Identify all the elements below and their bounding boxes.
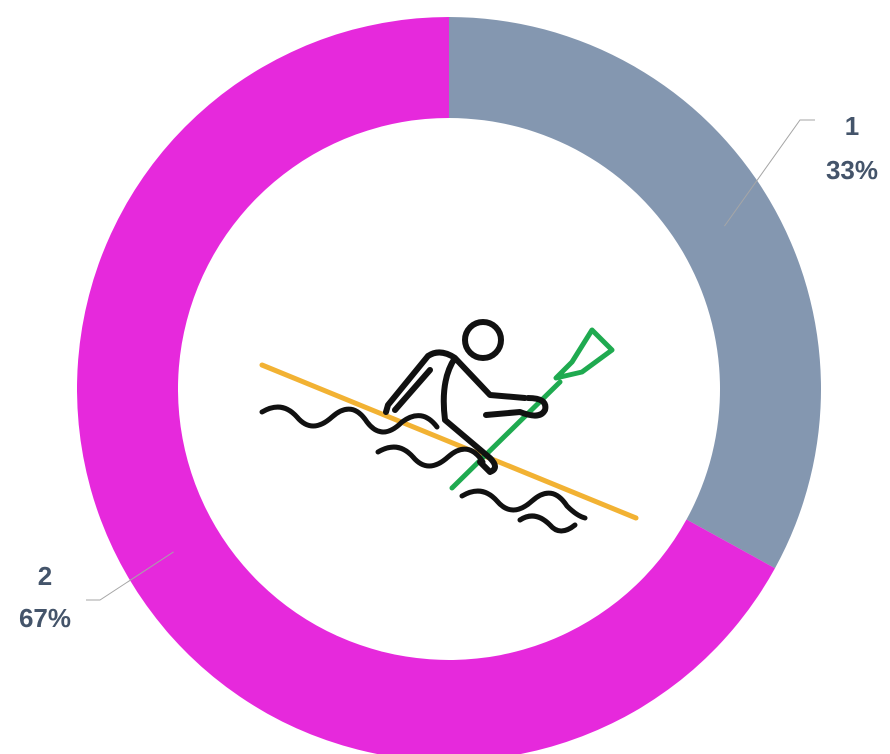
category-label: 2 — [38, 561, 52, 591]
value-label: 33% — [826, 155, 878, 185]
waves — [259, 404, 588, 534]
leader-line — [86, 551, 174, 601]
donut-slice — [449, 17, 821, 569]
category-label: 1 — [845, 111, 859, 141]
donut-slice — [77, 17, 775, 754]
rower-icon — [259, 319, 639, 534]
oar — [259, 362, 639, 521]
slices — [77, 17, 821, 754]
leader-line — [724, 119, 815, 227]
paddle-blade — [553, 327, 615, 381]
labels: 1 33% 2 67% — [19, 111, 878, 633]
value-label: 67% — [19, 603, 71, 633]
body — [383, 349, 549, 475]
head — [462, 319, 504, 361]
